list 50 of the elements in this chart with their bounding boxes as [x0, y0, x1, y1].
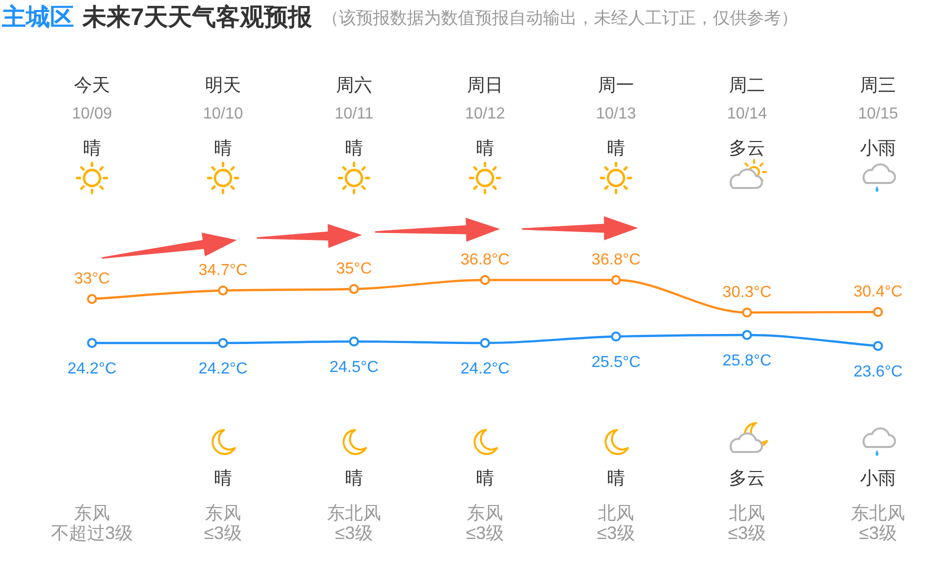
annotation: ≤3级: [204, 523, 242, 543]
annotation: 东北风: [327, 503, 381, 523]
annotation: 晴: [214, 138, 232, 158]
x-tick-label: 周六 10/11: [334, 75, 374, 122]
value-label: 30.3°C: [722, 284, 772, 301]
value-label: 25.5°C: [591, 354, 641, 371]
annotation: ≤3级: [597, 523, 635, 543]
annotation: 晴: [214, 468, 232, 488]
value-label: 30.4°C: [853, 284, 903, 300]
annotation: 小雨: [860, 468, 896, 488]
title: 主城区 未来7天天气客观预报: [2, 4, 312, 30]
x-tick-label: 明天 10/10: [202, 75, 244, 122]
annotation: 晴: [607, 468, 625, 488]
annotation: 北风: [729, 503, 765, 523]
annotation: 多云: [729, 468, 765, 488]
annotation: 不超过3级: [51, 523, 133, 543]
annotation: 晴: [345, 468, 363, 488]
annotation: 多云: [729, 138, 765, 158]
value-label: 34.7°C: [198, 262, 248, 279]
value-label: 33°C: [74, 270, 110, 288]
annotation: 晴: [345, 138, 363, 158]
annotation: ≤3级: [859, 523, 897, 543]
value-label: 24.2°C: [67, 360, 117, 378]
x-tick-label: 周日 10/12: [464, 75, 506, 122]
annotation: 晴: [476, 468, 494, 488]
annotation: ≤3级: [728, 523, 766, 543]
value-label: 35°C: [336, 260, 372, 278]
annotation: ≤3级: [466, 523, 504, 543]
annotation: 东风: [74, 503, 110, 523]
annotation: 小雨: [860, 138, 896, 158]
value-label: 36.8°C: [460, 252, 510, 268]
x-tick-label: 周一 10/13: [596, 75, 636, 122]
value-label: 36.8°C: [591, 252, 641, 268]
value-label: 25.8°C: [722, 352, 772, 370]
x-tick-label: 今天 10/09: [72, 75, 112, 122]
subtitle: （该预报数据为数值预报自动输出，未经人工订正，仅供参考）: [322, 8, 798, 28]
value-label: 24.2°C: [460, 360, 510, 378]
annotation: ≤3级: [335, 523, 373, 543]
x-tick-label: 周三 10/15: [858, 75, 898, 122]
value-label: 24.2°C: [198, 360, 248, 378]
x-tick-label: 周二 10/14: [726, 75, 768, 122]
value-label: 23.6°C: [853, 364, 903, 380]
annotation: 东风: [205, 503, 241, 523]
annotation: 东风: [467, 503, 503, 523]
annotation: 晴: [607, 138, 625, 158]
value-label: 24.5°C: [329, 359, 379, 376]
annotation: 晴: [476, 138, 494, 158]
annotation: 晴: [83, 138, 101, 158]
annotation: 东北风: [851, 503, 905, 523]
annotation: 北风: [598, 503, 634, 523]
